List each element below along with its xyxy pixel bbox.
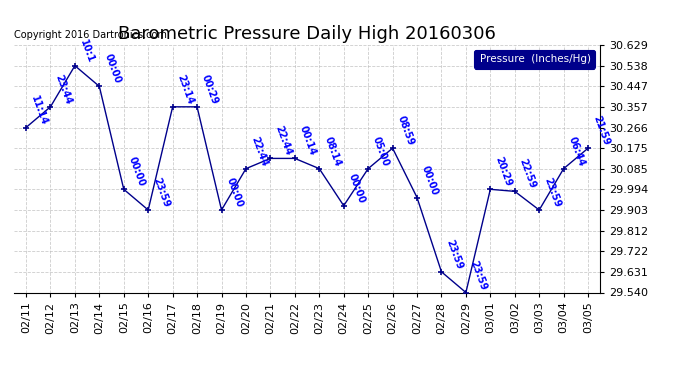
Text: 10:1: 10:1 bbox=[78, 38, 95, 64]
Text: 11:14: 11:14 bbox=[29, 94, 49, 126]
Text: 00:00: 00:00 bbox=[102, 53, 122, 85]
Text: 23:14: 23:14 bbox=[175, 73, 195, 106]
Text: 00:00: 00:00 bbox=[346, 172, 366, 204]
Text: 00:00: 00:00 bbox=[420, 164, 440, 196]
Title: Barometric Pressure Daily High 20160306: Barometric Pressure Daily High 20160306 bbox=[118, 26, 496, 44]
Text: 21:59: 21:59 bbox=[591, 114, 611, 147]
Legend: Pressure  (Inches/Hg): Pressure (Inches/Hg) bbox=[473, 50, 595, 69]
Text: 00:00: 00:00 bbox=[224, 176, 244, 209]
Text: 08:14: 08:14 bbox=[322, 135, 342, 168]
Text: 00:29: 00:29 bbox=[200, 73, 220, 106]
Text: 05:00: 05:00 bbox=[371, 135, 391, 168]
Text: 00:00: 00:00 bbox=[127, 156, 147, 188]
Text: 23:59: 23:59 bbox=[542, 176, 562, 209]
Text: 22:44: 22:44 bbox=[249, 135, 269, 168]
Text: 20:29: 20:29 bbox=[493, 156, 513, 188]
Text: 00:14: 00:14 bbox=[298, 125, 318, 157]
Text: 23:44: 23:44 bbox=[53, 73, 73, 106]
Text: 06:44: 06:44 bbox=[566, 135, 586, 168]
Text: 22:44: 22:44 bbox=[273, 125, 293, 157]
Text: 23:59: 23:59 bbox=[151, 176, 171, 209]
Text: 23:59: 23:59 bbox=[444, 238, 464, 271]
Text: 23:59: 23:59 bbox=[469, 259, 489, 291]
Text: 08:59: 08:59 bbox=[395, 114, 415, 147]
Text: 22:59: 22:59 bbox=[518, 158, 538, 190]
Text: Copyright 2016 Dartronics.com: Copyright 2016 Dartronics.com bbox=[14, 30, 167, 40]
